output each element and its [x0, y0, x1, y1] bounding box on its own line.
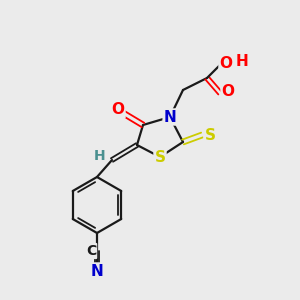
Text: H: H: [236, 55, 249, 70]
Text: O: O: [112, 103, 124, 118]
Text: S: S: [205, 128, 215, 142]
Text: O: O: [221, 83, 235, 98]
Text: C: C: [86, 244, 96, 258]
Text: N: N: [91, 263, 103, 278]
Text: N: N: [164, 110, 176, 124]
Text: S: S: [154, 151, 166, 166]
Text: H: H: [94, 149, 106, 163]
Text: O: O: [220, 56, 232, 70]
